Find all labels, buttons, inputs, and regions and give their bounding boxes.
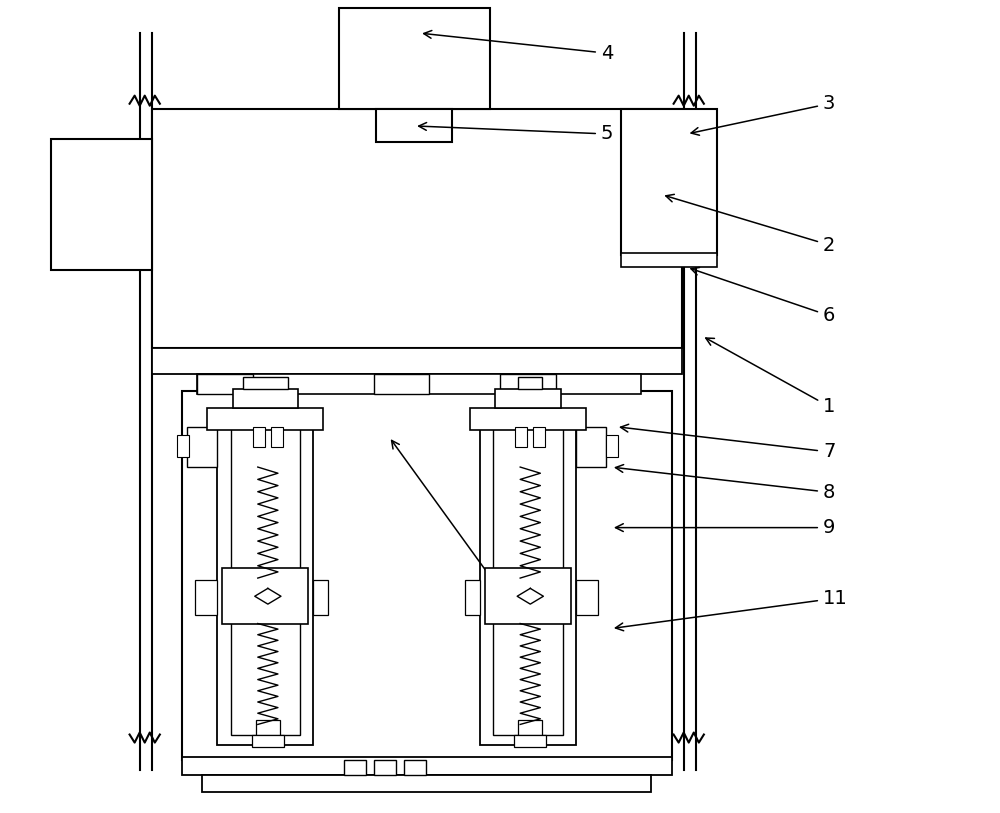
Bar xyxy=(465,580,480,615)
Bar xyxy=(233,389,298,407)
Bar xyxy=(256,720,280,734)
Bar xyxy=(480,411,576,745)
Bar xyxy=(182,757,672,775)
Bar xyxy=(515,427,527,447)
Text: 1: 1 xyxy=(706,338,835,416)
Bar xyxy=(470,407,586,430)
Bar xyxy=(313,580,328,615)
Text: 4: 4 xyxy=(424,31,613,63)
Bar xyxy=(252,734,284,746)
Bar xyxy=(51,139,152,270)
Bar xyxy=(195,580,217,615)
Text: 2: 2 xyxy=(666,194,835,254)
Text: 7: 7 xyxy=(621,424,835,462)
Bar xyxy=(404,760,426,775)
Bar xyxy=(493,422,563,734)
Bar xyxy=(621,109,717,255)
Bar xyxy=(518,377,542,389)
Bar xyxy=(182,391,672,760)
Bar xyxy=(243,377,288,389)
Bar xyxy=(202,775,651,792)
Bar xyxy=(576,580,598,615)
Bar xyxy=(518,720,542,734)
Text: 6: 6 xyxy=(691,267,835,325)
Text: 9: 9 xyxy=(616,518,835,537)
Bar xyxy=(253,427,265,447)
Bar xyxy=(271,427,283,447)
Bar xyxy=(485,568,571,624)
Bar xyxy=(197,374,253,394)
Bar xyxy=(374,760,396,775)
Bar xyxy=(606,435,618,457)
Bar xyxy=(514,734,546,746)
Bar xyxy=(495,389,561,407)
Bar xyxy=(500,374,556,394)
Bar xyxy=(197,374,641,394)
Bar xyxy=(621,253,717,267)
Bar xyxy=(576,427,606,467)
Bar xyxy=(217,411,313,745)
Bar xyxy=(533,427,545,447)
Bar xyxy=(376,109,452,142)
Text: 5: 5 xyxy=(419,123,613,143)
Bar xyxy=(152,109,682,348)
Bar xyxy=(339,8,490,109)
Text: 8: 8 xyxy=(615,464,835,502)
Bar xyxy=(374,374,429,394)
Bar xyxy=(207,407,323,430)
Bar xyxy=(187,427,217,467)
Bar xyxy=(152,348,682,374)
Text: 3: 3 xyxy=(691,94,835,135)
Bar xyxy=(177,435,189,457)
Text: 11: 11 xyxy=(615,589,848,631)
Bar xyxy=(222,568,308,624)
Text: 10: 10 xyxy=(392,441,515,602)
Bar xyxy=(344,760,366,775)
Bar xyxy=(231,422,300,734)
